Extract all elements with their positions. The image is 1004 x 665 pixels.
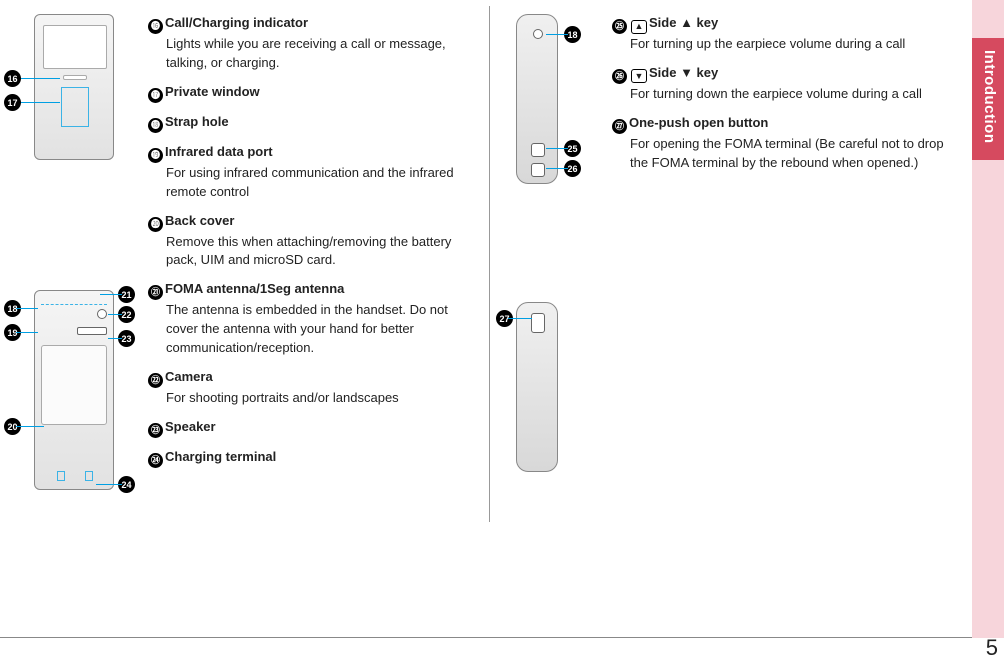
entry-23: ㉓Speaker [148, 418, 478, 438]
entry-title: Strap hole [165, 114, 229, 129]
entry-title: Speaker [165, 419, 216, 434]
phone-call-indicator [63, 75, 87, 80]
side-down-keycap-icon: ▼ [631, 69, 647, 83]
entry-21: ㉑FOMA antenna/1Seg antenna The antenna i… [148, 280, 478, 358]
entry-title: FOMA antenna/1Seg antenna [165, 281, 344, 296]
lead-21 [100, 294, 122, 295]
num-icon: ⓲ [148, 118, 163, 133]
figure-phone-side [516, 14, 558, 184]
lead-27 [508, 318, 532, 319]
phone-side-up-key [531, 143, 545, 157]
num-icon: ㉓ [148, 423, 163, 438]
phone-back-cover [41, 345, 107, 425]
phone-sub-display [43, 25, 107, 69]
entry-desc: For turning up the earpiece volume durin… [630, 35, 947, 54]
entry-desc: For shooting portraits and/or landscapes [166, 389, 478, 408]
entry-title: Back cover [165, 213, 234, 228]
num-icon: ㉖ [612, 69, 627, 84]
phone-one-push-button [531, 313, 545, 333]
footer-rule [0, 637, 972, 638]
entry-26: ㉖ ▼Side ▼ key For turning down the earpie… [612, 64, 947, 104]
entry-title: Call/Charging indicator [165, 15, 308, 30]
entry-27: ㉗One-push open button For opening the FO… [612, 114, 947, 173]
lead-18 [16, 308, 38, 309]
lead-19 [16, 332, 38, 333]
num-icon: ㉒ [148, 373, 163, 388]
phone-strap-hole-side [533, 29, 543, 39]
lead-22 [108, 314, 122, 315]
entry-title: Charging terminal [165, 449, 276, 464]
lead-20 [16, 426, 44, 427]
entry-20: ⓴Back cover Remove this when attaching/r… [148, 212, 478, 271]
entry-desc: Remove this when attaching/removing the … [166, 233, 478, 271]
num-icon: ㉑ [148, 285, 163, 300]
lead-24 [96, 484, 122, 485]
num-icon: ⓱ [148, 88, 163, 103]
phone-charging-terminal [57, 471, 93, 481]
lead-16 [16, 78, 60, 79]
phone-private-window-highlight [61, 87, 89, 127]
entry-title: Side ▲ key [649, 15, 718, 30]
figure-phone-back [34, 290, 114, 490]
page: Introduction 16 17 18 19 20 21 22 23 24 … [0, 0, 1004, 665]
lead-26 [546, 168, 568, 169]
lead-25 [546, 148, 568, 149]
left-column: ⓰Call/Charging indicator Lights while yo… [148, 14, 478, 478]
figure-phone-front-closed [34, 14, 114, 160]
lead-18b [546, 34, 568, 35]
entry-desc: For turning down the earpiece volume dur… [630, 85, 947, 104]
entry-19: ⓳Infrared data port For using infrared c… [148, 143, 478, 202]
right-column: ㉕ ▲Side ▲ key For turning up the earpiece… [612, 14, 947, 182]
phone-speaker [77, 327, 107, 335]
entry-24: ㉔Charging terminal [148, 448, 478, 468]
entry-title: Camera [165, 369, 213, 384]
phone-camera [97, 309, 107, 319]
entry-18: ⓲Strap hole [148, 113, 478, 133]
callout-17: 17 [4, 94, 21, 111]
num-icon: ⓳ [148, 148, 163, 163]
column-divider [489, 6, 490, 522]
entry-25: ㉕ ▲Side ▲ key For turning up the earpiece… [612, 14, 947, 54]
phone-antenna-area [41, 295, 107, 305]
phone-side-down-key [531, 163, 545, 177]
entry-16: ⓰Call/Charging indicator Lights while yo… [148, 14, 478, 73]
entry-title: Infrared data port [165, 144, 273, 159]
callout-16: 16 [4, 70, 21, 87]
entry-title: Private window [165, 84, 260, 99]
entry-title: One-push open button [629, 115, 768, 130]
num-icon: ㉕ [612, 19, 627, 34]
entry-desc: The antenna is embedded in the handset. … [166, 301, 478, 358]
figure-phone-side-2 [516, 302, 558, 472]
lead-17 [16, 102, 60, 103]
num-icon: ㉗ [612, 119, 627, 134]
page-number: 5 [986, 635, 998, 661]
num-icon: ㉔ [148, 453, 163, 468]
side-up-keycap-icon: ▲ [631, 20, 647, 34]
entry-desc: Lights while you are receiving a call or… [166, 35, 478, 73]
entry-desc: For using infrared communication and the… [166, 164, 478, 202]
section-tab-label: Introduction [978, 50, 998, 150]
num-icon: ⓴ [148, 217, 163, 232]
entry-22: ㉒Camera For shooting portraits and/or la… [148, 368, 478, 408]
entry-desc: For opening the FOMA terminal (Be carefu… [630, 135, 947, 173]
lead-23 [108, 338, 122, 339]
entry-17: ⓱Private window [148, 83, 478, 103]
num-icon: ⓰ [148, 19, 163, 34]
entry-title: Side ▼ key [649, 65, 718, 80]
